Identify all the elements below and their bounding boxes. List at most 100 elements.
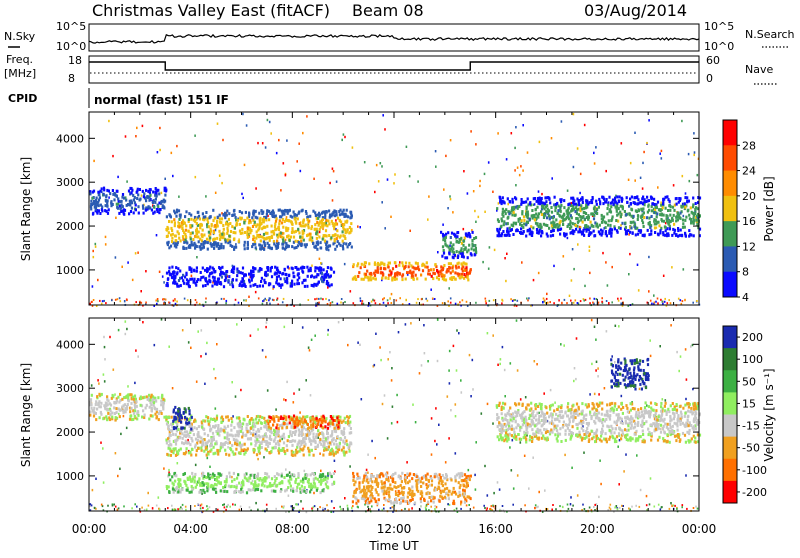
band-cell bbox=[307, 275, 309, 278]
ground-cell bbox=[93, 299, 95, 301]
band-cell bbox=[629, 213, 631, 216]
ground-cell bbox=[568, 508, 570, 510]
band-cell bbox=[309, 432, 311, 435]
noise-cell bbox=[506, 158, 508, 160]
band-cell bbox=[189, 285, 191, 288]
ground-cell bbox=[340, 508, 342, 510]
band-cell bbox=[331, 283, 333, 286]
band-cell bbox=[538, 231, 540, 234]
noise-cell bbox=[643, 151, 645, 153]
ground-cell bbox=[347, 508, 349, 510]
band-cell bbox=[636, 203, 638, 206]
band-cell bbox=[672, 228, 674, 231]
noise-cell bbox=[374, 364, 376, 366]
band-cell bbox=[217, 432, 219, 435]
ground-cell bbox=[123, 505, 125, 507]
noise-cell bbox=[528, 487, 530, 489]
ground-cell bbox=[466, 504, 468, 506]
band-cell bbox=[177, 428, 179, 431]
band-cell bbox=[615, 219, 617, 222]
ground-cell bbox=[420, 505, 422, 507]
band-cell bbox=[248, 420, 250, 423]
band-cell bbox=[323, 273, 325, 276]
noise-cell bbox=[302, 326, 304, 328]
ground-cell bbox=[353, 302, 355, 304]
band-cell bbox=[202, 267, 204, 270]
band-cell bbox=[292, 454, 294, 457]
noise-cell bbox=[473, 190, 475, 192]
band-cell bbox=[210, 448, 212, 451]
band-cell bbox=[178, 209, 180, 212]
band-cell bbox=[298, 282, 300, 285]
noise-cell bbox=[573, 113, 575, 115]
ground-cell bbox=[320, 298, 322, 300]
band-cell bbox=[349, 441, 351, 444]
band-cell bbox=[185, 210, 187, 213]
band-cell bbox=[332, 242, 334, 245]
noise-cell bbox=[399, 499, 401, 501]
noise-cell bbox=[390, 216, 392, 218]
noise-cell bbox=[102, 447, 104, 449]
band-cell bbox=[169, 447, 171, 450]
ground-cell bbox=[205, 301, 207, 303]
band-cell bbox=[213, 238, 215, 241]
noise-cell bbox=[357, 342, 359, 344]
band-cell bbox=[663, 198, 665, 201]
band-cell bbox=[201, 234, 203, 237]
band-cell bbox=[172, 272, 174, 275]
band-cell bbox=[282, 218, 284, 221]
band-cell bbox=[606, 198, 608, 201]
noise-cell bbox=[665, 399, 667, 401]
band-cell bbox=[109, 192, 111, 195]
band-cell bbox=[336, 245, 338, 248]
ground-cell bbox=[582, 504, 584, 506]
band-cell bbox=[455, 278, 457, 281]
band-cell bbox=[252, 243, 254, 246]
band-cell bbox=[599, 224, 601, 227]
band-cell bbox=[575, 224, 577, 227]
band-cell bbox=[261, 277, 263, 280]
band-cell bbox=[325, 219, 327, 222]
noise-cell bbox=[637, 264, 639, 266]
band-cell bbox=[186, 447, 188, 450]
noise-cell bbox=[596, 361, 598, 363]
band-cell bbox=[508, 212, 510, 215]
noise-cell bbox=[571, 279, 573, 281]
noise-cell bbox=[380, 359, 382, 361]
band-cell bbox=[206, 217, 208, 220]
band-cell bbox=[257, 447, 259, 450]
noise-cell bbox=[505, 280, 507, 282]
band-cell bbox=[285, 229, 287, 232]
band-cell bbox=[529, 202, 531, 205]
band-cell bbox=[462, 266, 464, 269]
noise-cell bbox=[394, 173, 396, 175]
band-cell bbox=[392, 267, 394, 270]
band-cell bbox=[475, 250, 477, 253]
band-cell bbox=[569, 203, 571, 206]
band-cell bbox=[303, 454, 305, 457]
band-cell bbox=[239, 283, 241, 286]
ground-cell bbox=[408, 508, 410, 510]
noise-cell bbox=[217, 123, 219, 125]
band-cell bbox=[277, 246, 279, 249]
noise-cell bbox=[104, 358, 106, 360]
noise-cell bbox=[226, 300, 228, 302]
band-cell bbox=[499, 228, 501, 231]
noise-cell bbox=[241, 193, 243, 195]
noise-cell bbox=[551, 177, 553, 179]
band-cell bbox=[554, 206, 556, 209]
ytick-label: 3000 bbox=[56, 176, 84, 189]
band-cell bbox=[203, 241, 205, 244]
band-cell bbox=[297, 279, 299, 282]
noise-cell bbox=[103, 373, 105, 375]
band-cell bbox=[684, 206, 686, 209]
band-cell bbox=[550, 221, 552, 224]
noise-cell bbox=[215, 407, 217, 409]
band-cell bbox=[200, 243, 202, 246]
noise-cell bbox=[571, 467, 573, 469]
noise-cell bbox=[522, 169, 524, 171]
band-cell bbox=[217, 216, 219, 219]
band-cell bbox=[448, 262, 450, 265]
noise-cell bbox=[205, 195, 207, 197]
band-cell bbox=[120, 408, 122, 411]
